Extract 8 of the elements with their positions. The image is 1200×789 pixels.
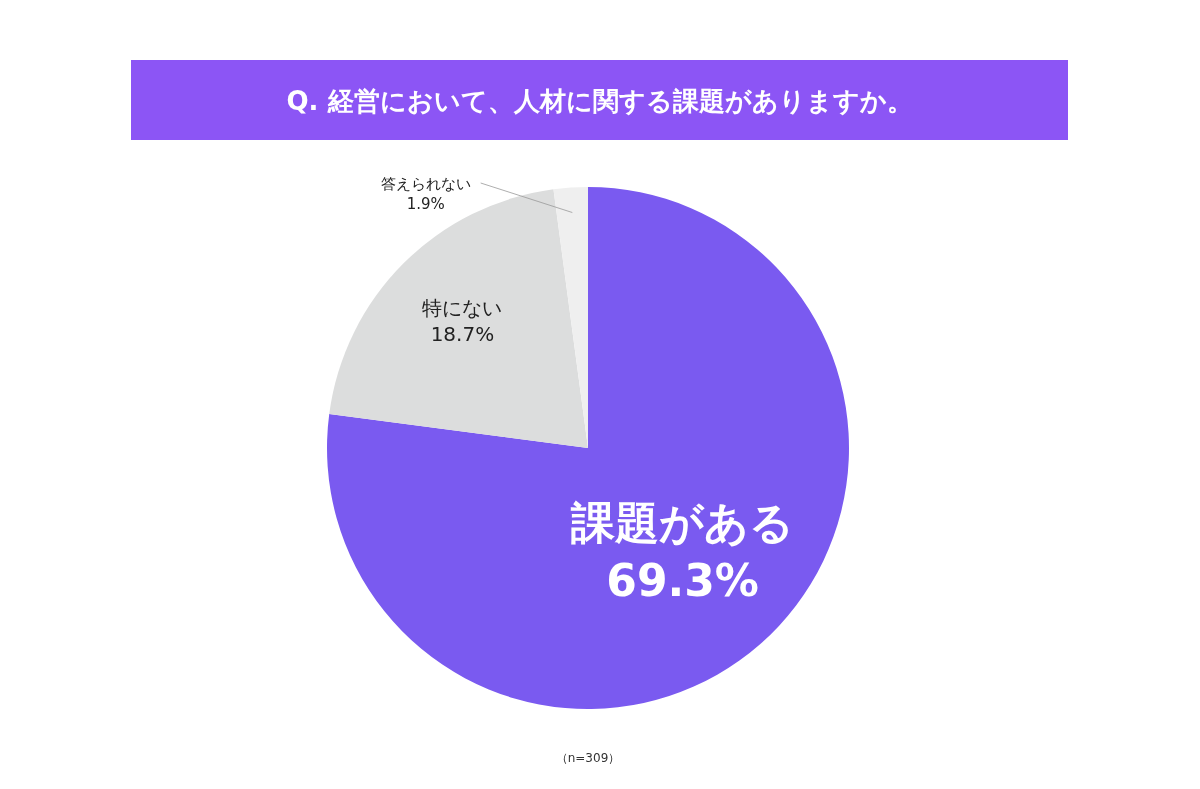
data-label: 69.3%	[606, 554, 759, 606]
text: （n=309）	[555, 751, 621, 765]
slice-label: 課題がある	[570, 497, 795, 549]
chart-title: Q. 経営において、人材に関する課題がありますか。	[286, 86, 913, 116]
slice-label: 答えられない	[380, 175, 471, 193]
slice-label: 特にない	[422, 295, 503, 320]
data-label: 1.9%	[406, 194, 445, 213]
data-label: 18.7%	[430, 321, 495, 346]
